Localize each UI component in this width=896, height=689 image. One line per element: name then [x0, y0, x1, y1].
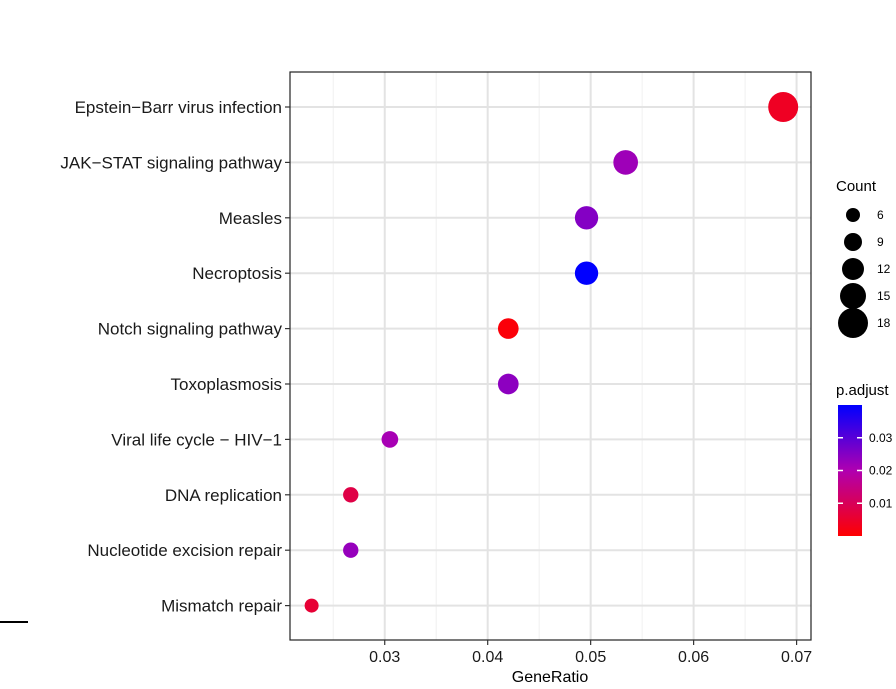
x-tick-label: 0.05: [575, 649, 606, 666]
x-axis-title: GeneRatio: [512, 669, 589, 686]
x-axis-ticks: 0.03 0.04 0.05 0.06 0.07: [369, 640, 812, 666]
y-tick-label: DNA replication: [165, 486, 282, 505]
plot-panel-border: [289, 71, 812, 641]
data-point: [497, 373, 519, 395]
count-legend-label: 6: [877, 208, 884, 222]
p-adjust-legend-title: p.adjust: [836, 382, 889, 399]
y-tick-label: Notch signaling pathway: [98, 320, 283, 339]
count-legend-title: Count: [836, 178, 877, 195]
data-point: [768, 92, 799, 122]
data-points: [304, 92, 799, 613]
y-axis-labels: Epstein−Barr virus infection JAK−STAT sig…: [60, 98, 290, 616]
count-legend-key: [838, 308, 868, 338]
count-legend-label: 15: [877, 289, 891, 303]
data-point: [497, 318, 519, 339]
y-tick-label: Necroptosis: [192, 264, 282, 283]
x-tick-label: 0.07: [781, 649, 812, 666]
colorbar-tick-label: 0.02: [869, 464, 893, 478]
data-point: [574, 261, 599, 285]
y-tick-label: Viral life cycle − HIV−1: [111, 430, 282, 449]
x-tick-label: 0.06: [678, 649, 709, 666]
data-point: [574, 206, 599, 230]
count-legend-key: [842, 258, 864, 280]
data-point: [343, 487, 359, 503]
x-tick-label: 0.03: [369, 649, 400, 666]
grid-lines: [290, 72, 811, 640]
p-adjust-legend: p.adjust 0.01 0.02 0.03: [836, 382, 893, 536]
count-legend-label: 9: [877, 235, 884, 249]
colorbar-tick-label: 0.01: [869, 496, 893, 510]
data-point: [304, 598, 319, 613]
count-legend-key: [840, 283, 866, 309]
data-point: [381, 431, 399, 448]
count-legend: Count 6 9 12 15 18: [836, 178, 891, 338]
count-legend-key: [846, 208, 860, 222]
count-legend-label: 12: [877, 262, 891, 276]
y-tick-label: Epstein−Barr virus infection: [75, 98, 282, 117]
x-tick-label: 0.04: [472, 649, 503, 666]
data-point: [613, 150, 638, 175]
colorbar-tick-label: 0.03: [869, 431, 893, 445]
count-legend-label: 18: [877, 316, 891, 330]
y-tick-label: JAK−STAT signaling pathway: [60, 153, 282, 172]
y-tick-label: Mismatch repair: [161, 597, 282, 616]
y-tick-label: Toxoplasmosis: [171, 375, 283, 394]
y-tick-label: Nucleotide excision repair: [87, 541, 282, 560]
data-point: [343, 542, 359, 558]
y-tick-label: Measles: [219, 209, 282, 228]
count-legend-key: [844, 233, 862, 251]
